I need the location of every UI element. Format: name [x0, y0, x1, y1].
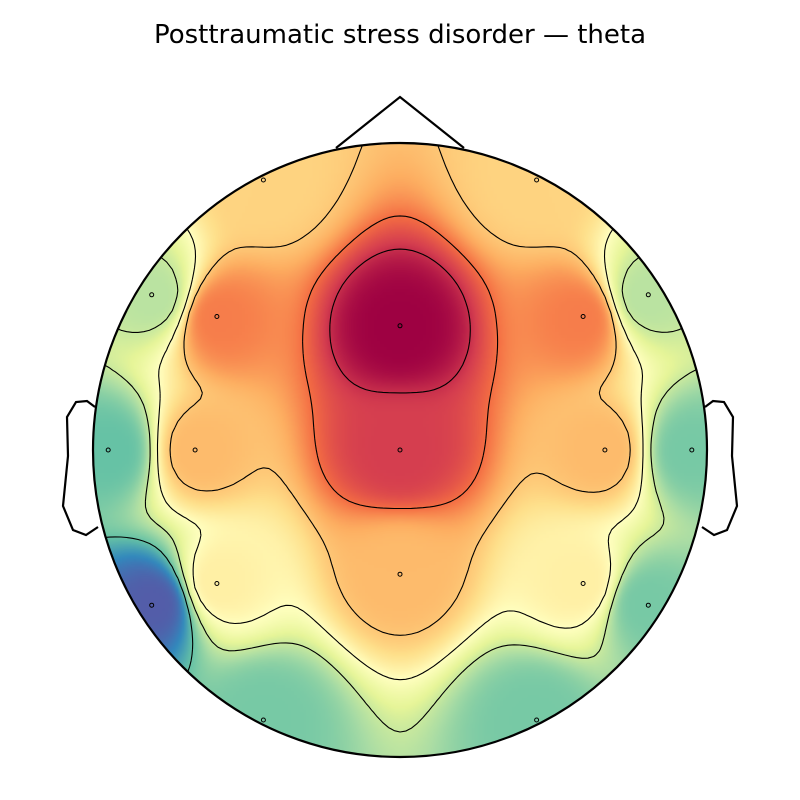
- heatmap-surface: [93, 143, 707, 757]
- chart-title: Posttraumatic stress disorder — theta: [153, 20, 647, 50]
- sensor-marker-o2: [534, 717, 540, 723]
- sensor-marker-t3: [105, 447, 111, 453]
- sensor-marker-t6: [645, 602, 651, 608]
- contour-level-5: [329, 248, 471, 394]
- sensor-marker-f4: [580, 314, 586, 319]
- sensor-marker-f3: [214, 314, 220, 319]
- sensor-markers: [105, 177, 695, 723]
- right-ear-outline: [701, 399, 739, 537]
- sensor-marker-o1: [260, 717, 266, 723]
- contour-level-3: [169, 143, 631, 636]
- sensor-marker-p4: [580, 581, 586, 586]
- sensor-marker-t5: [149, 602, 155, 608]
- sensor-marker-t4: [689, 447, 695, 453]
- sensor-marker-fp1: [260, 177, 266, 183]
- sensor-marker-pz: [397, 571, 403, 577]
- sensor-marker-cz: [397, 447, 403, 453]
- sensor-marker-c3: [192, 447, 198, 453]
- left-ear-outline: [61, 399, 99, 537]
- sensor-marker-fz: [397, 323, 403, 329]
- sensor-marker-p3: [214, 581, 220, 586]
- sensor-marker-f8: [645, 292, 651, 298]
- contour-level-4: [302, 215, 499, 510]
- sensor-marker-fp2: [534, 177, 540, 183]
- nose-outline: [335, 95, 465, 149]
- head-outline: [91, 141, 709, 759]
- sensor-marker-f7: [149, 292, 155, 298]
- sensor-marker-c4: [602, 447, 608, 453]
